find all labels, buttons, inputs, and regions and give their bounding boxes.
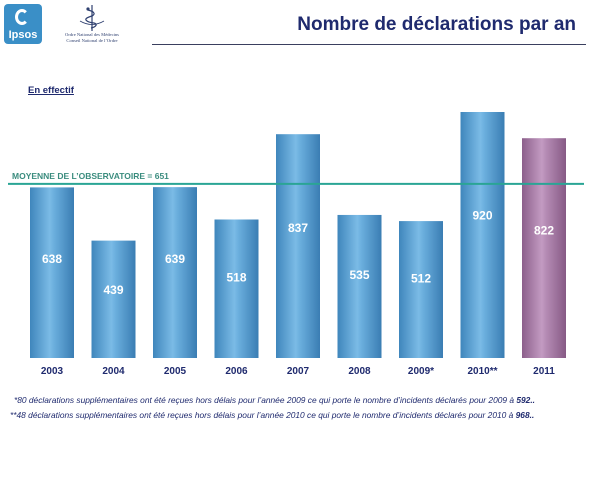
bar-2006 — [214, 219, 259, 358]
bar-2011 — [522, 138, 566, 358]
title-divider — [152, 44, 586, 45]
order-name: Ordre National des Médecins — [65, 32, 119, 37]
x-tick-label: 2011 — [533, 366, 555, 377]
footnote-2009-value: 592.. — [516, 395, 535, 405]
bar-value-label: 535 — [349, 268, 369, 282]
bar-2003 — [30, 187, 74, 358]
footnote-2010: **48 déclarations supplémentaires ont ét… — [0, 410, 600, 420]
bar-value-label: 512 — [411, 272, 431, 286]
footnote-2009-text: *80 déclarations supplémentaires ont été… — [14, 395, 517, 405]
bar-value-label: 638 — [42, 252, 62, 266]
bar-2008 — [337, 214, 382, 358]
ipsos-swirl-icon — [15, 9, 29, 25]
bar-2005 — [153, 187, 197, 358]
ipsos-logo-text: Ipsos — [8, 29, 38, 41]
ordre-medecins-logo: Ordre National des Médecins Conseil Nati… — [50, 4, 134, 50]
caduceus-icon — [79, 5, 105, 31]
footnote-2009: *80 déclarations supplémentaires ont été… — [0, 395, 600, 405]
footnote-2010-text: **48 déclarations supplémentaires ont ét… — [10, 410, 516, 420]
ipsos-logo: Ipsos — [4, 4, 42, 44]
x-tick-label: 2007 — [287, 366, 310, 377]
x-tick-label: 2004 — [102, 366, 125, 377]
bar-value-label: 920 — [472, 208, 492, 222]
x-tick-label: 2006 — [225, 366, 248, 377]
bar-chart: MOYENNE DE L’OBSERVATOIRE = 651 638 2003 4… — [8, 112, 584, 377]
x-tick-label: 2009* — [408, 366, 434, 377]
mean-line-label: MOYENNE DE L’OBSERVATOIRE = 651 — [12, 171, 169, 181]
x-tick-label: 2008 — [348, 366, 371, 377]
x-tick-label: 2005 — [164, 366, 187, 377]
bar-2009 — [399, 221, 443, 358]
bar-value-label: 439 — [103, 283, 123, 297]
chart-subtitle: En effectif — [28, 85, 74, 96]
bar-2010 — [460, 112, 505, 358]
footnote-2010-value: 968.. — [515, 410, 535, 420]
bar-value-label: 822 — [534, 224, 554, 238]
bar-value-label: 837 — [288, 221, 308, 235]
page-title: Nombre de déclarations par an — [297, 14, 576, 35]
x-tick-label: 2003 — [41, 366, 64, 377]
x-tick-label: 2010** — [467, 366, 497, 377]
order-council: Conseil National de l’Ordre — [66, 38, 118, 43]
bar-value-label: 639 — [165, 252, 185, 266]
bar-2004 — [91, 240, 136, 358]
bar-value-label: 518 — [226, 271, 246, 285]
bar-2007 — [276, 134, 320, 358]
